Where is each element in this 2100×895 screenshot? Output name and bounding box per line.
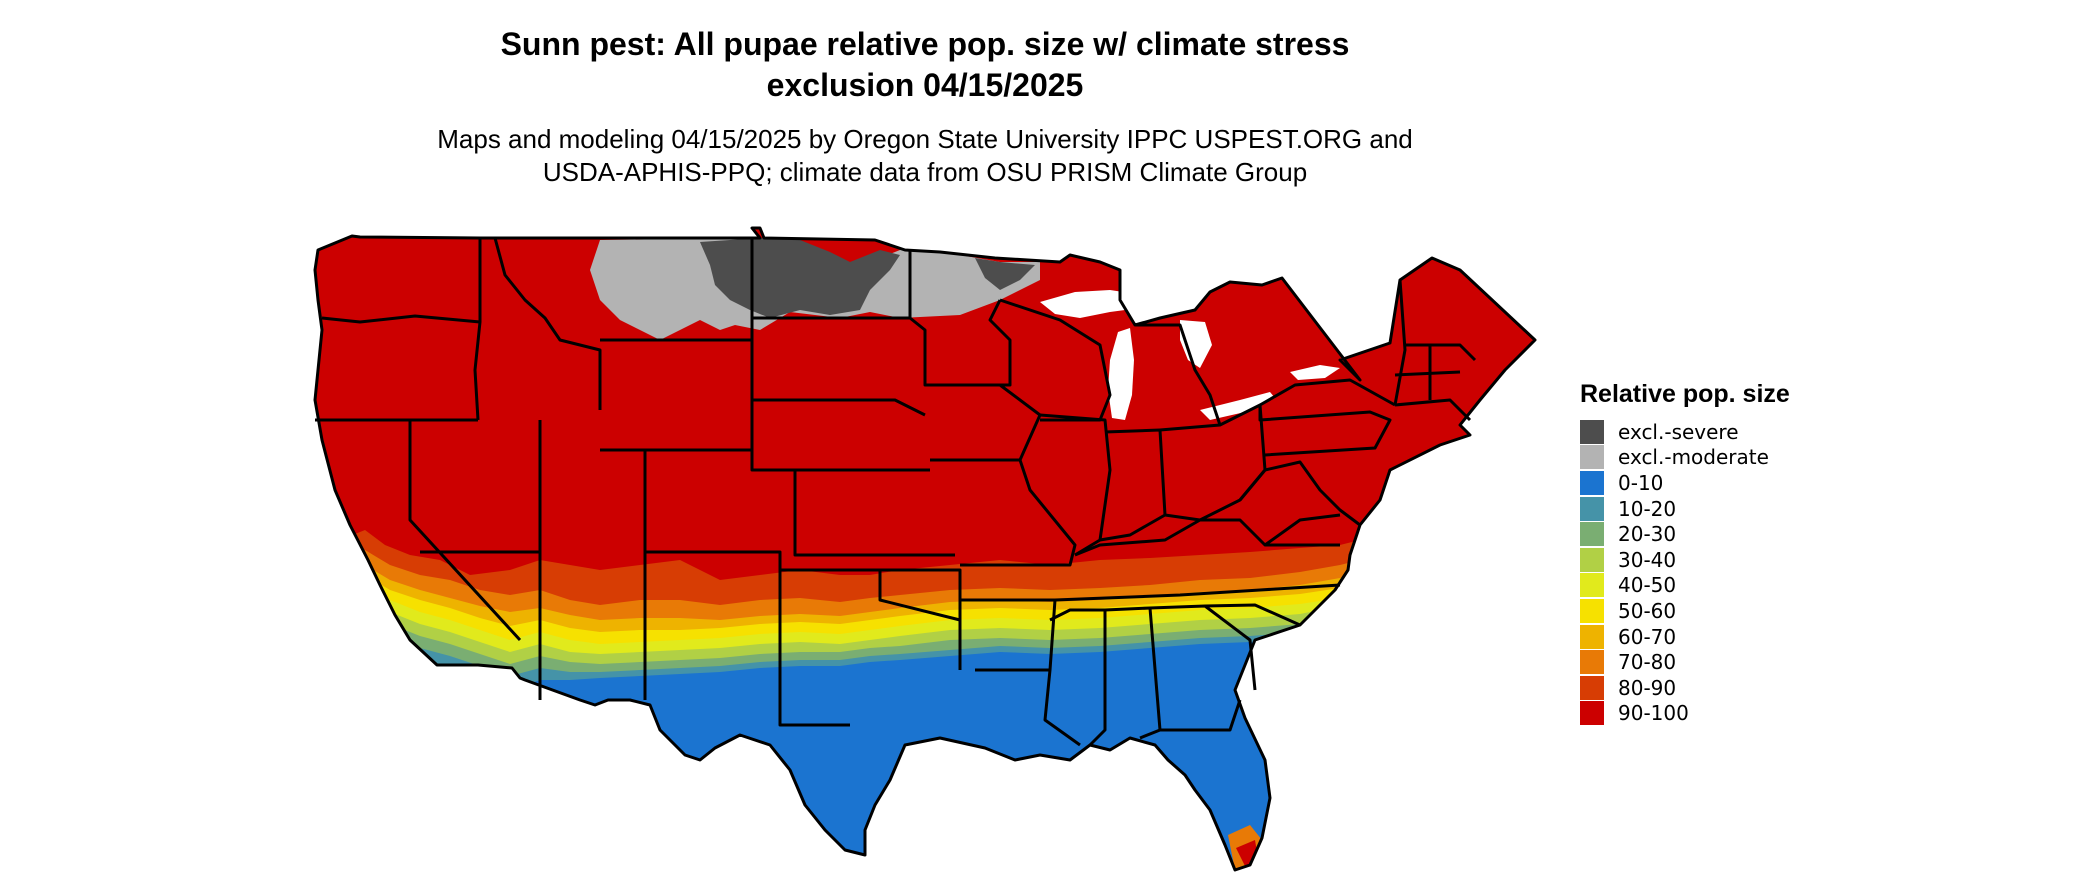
region-excl-severe [700,238,1035,318]
legend-item: 20-30 [1580,521,1790,547]
legend-item: 90-100 [1580,701,1790,727]
map-subtitle-line-2: USDA-APHIS-PPQ; climate data from OSU PR… [542,157,1308,187]
map-subtitle: Maps and modeling 04/15/2025 by Oregon S… [300,123,1550,189]
legend-swatch [1580,675,1604,700]
legend-swatch [1580,445,1604,470]
legend-title: Relative pop. size [1580,380,1790,408]
legend-label: 80-90 [1618,675,1677,700]
legend-label: 90-100 [1618,701,1689,726]
legend-items: excl.-severe excl.-moderate 0-10 10-20 20-30… [1580,419,1790,726]
legend-item: excl.-moderate [1580,445,1790,471]
legend-label: 0-10 [1618,470,1664,495]
us-map [300,220,1560,890]
legend-label: 40-50 [1618,573,1677,598]
legend-swatch [1580,496,1604,521]
legend: Relative pop. size excl.-severe excl.-mod… [1580,380,1790,726]
legend-swatch [1580,547,1604,572]
map-title-line-1: Sunn pest: All pupae relative pop. size … [500,26,1350,62]
legend-item: 70-80 [1580,649,1790,675]
legend-swatch [1580,522,1604,547]
legend-item: 10-20 [1580,496,1790,522]
legend-swatch [1580,470,1604,495]
legend-label: 50-60 [1618,598,1677,623]
us-map-svg [313,226,1537,872]
legend-item: 80-90 [1580,675,1790,701]
legend-swatch [1580,650,1604,675]
lake-superior [1040,290,1170,318]
lake-michigan [1108,328,1134,420]
map-title: Sunn pest: All pupae relative pop. size … [300,24,1550,106]
legend-label: 70-80 [1618,650,1677,675]
legend-label: excl.-moderate [1618,445,1769,470]
map-title-line-2: exclusion 04/15/2025 [766,67,1084,103]
legend-item: excl.-severe [1580,419,1790,445]
legend-item: 40-50 [1580,573,1790,599]
legend-label: 60-70 [1618,624,1677,649]
lake-erie [1200,392,1275,420]
legend-item: 60-70 [1580,624,1790,650]
legend-swatch [1580,573,1604,598]
legend-item: 30-40 [1580,547,1790,573]
legend-swatch [1580,701,1604,726]
legend-label: 20-30 [1618,522,1677,547]
legend-item: 0-10 [1580,470,1790,496]
legend-label: 10-20 [1618,496,1677,521]
legend-label: excl.-severe [1618,419,1739,444]
legend-swatch [1580,624,1604,649]
map-subtitle-line-1: Maps and modeling 04/15/2025 by Oregon S… [437,124,1413,154]
legend-swatch [1580,598,1604,623]
lake-huron [1180,320,1212,368]
legend-swatch [1580,419,1604,444]
lake-ontario [1290,365,1340,380]
legend-label: 30-40 [1618,547,1677,572]
legend-item: 50-60 [1580,598,1790,624]
state-borders [313,226,1537,872]
